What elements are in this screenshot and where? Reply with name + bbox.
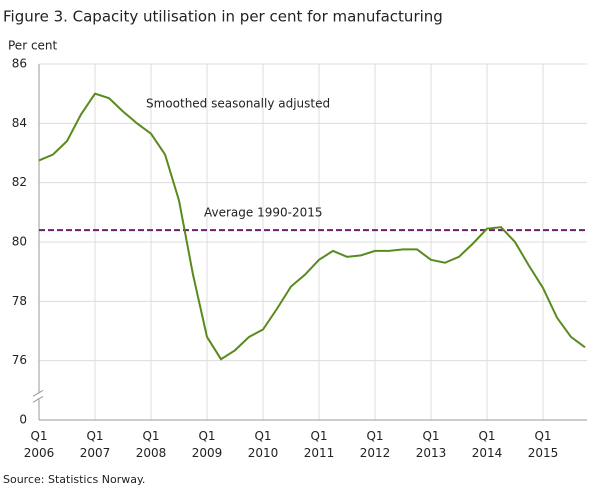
axis-break — [32, 395, 44, 403]
y-tick-label: 78 — [12, 294, 27, 308]
x-tick-label: Q1 2010 — [247, 429, 279, 460]
source: Source: Statistics Norway. — [3, 473, 145, 486]
reference-label: Average 1990-2015 — [204, 206, 323, 220]
x-tick-label: Q1 2007 — [79, 429, 111, 460]
x-tick-label: Q1 2011 — [303, 429, 335, 460]
x-tick-label: Q1 2008 — [135, 429, 167, 460]
y-tick-label: 86 — [12, 57, 27, 71]
y-axis-label: Per cent — [8, 39, 58, 53]
y-tick-label: 0 — [19, 413, 27, 427]
x-tick-label: Q1 2014 — [471, 429, 503, 460]
y-tick-label: 76 — [12, 353, 27, 367]
x-tick-label: Q1 2012 — [359, 429, 391, 460]
x-tick-label: Q1 2006 — [23, 429, 55, 460]
x-tick-label: Q1 2009 — [191, 429, 223, 460]
axis-break-gap — [35, 393, 43, 400]
chart-title: Figure 3. Capacity utilisation in per ce… — [3, 8, 443, 26]
series-label: Smoothed seasonally adjusted — [146, 97, 330, 111]
y-tick-label: 84 — [12, 116, 27, 130]
x-tick-label: Q1 2015 — [527, 429, 559, 460]
y-tick-label: 82 — [12, 175, 27, 189]
x-tick-label: Q1 2013 — [415, 429, 447, 460]
axis-break — [32, 389, 44, 397]
series-line — [38, 92, 586, 361]
y-tick-label: 80 — [12, 235, 27, 249]
